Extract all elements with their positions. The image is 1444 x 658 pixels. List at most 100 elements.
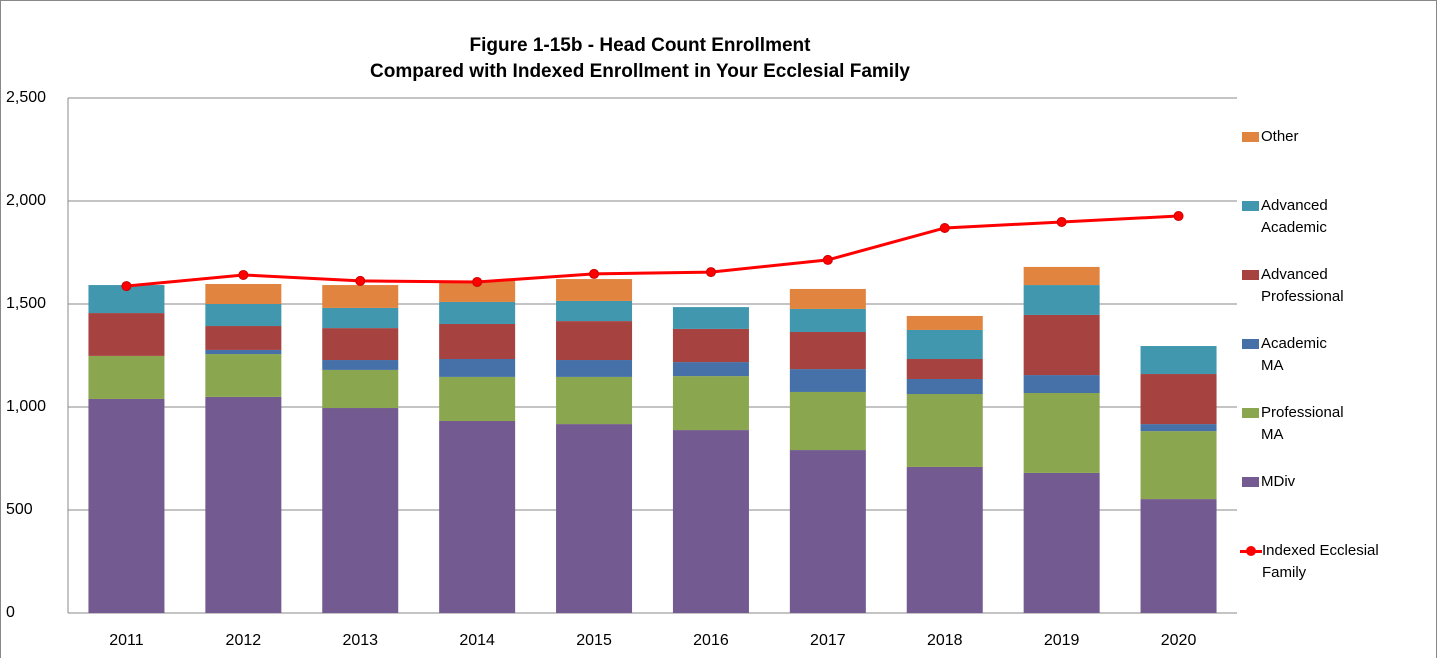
bar [205, 396, 282, 613]
bar [439, 301, 516, 324]
bar [439, 280, 516, 302]
line-marker [939, 222, 950, 233]
bar [906, 466, 983, 613]
legend-swatch [1242, 477, 1259, 487]
bar [322, 369, 399, 409]
bar [672, 307, 749, 329]
line-marker [822, 254, 833, 265]
bar [205, 354, 282, 397]
line-marker [1056, 217, 1067, 228]
line-marker [121, 281, 132, 292]
line-marker [355, 275, 366, 286]
bar [556, 376, 633, 425]
legend-item: Other [1242, 126, 1341, 148]
bar [672, 362, 749, 377]
bar [1140, 499, 1217, 613]
bar [322, 328, 399, 361]
x-tick-label: 2018 [927, 632, 963, 649]
line-marker [238, 269, 249, 280]
bar [1023, 266, 1100, 286]
x-tick-label: 2013 [342, 632, 378, 649]
x-tick-label: 2015 [576, 632, 612, 649]
x-tick-label: 2020 [1161, 632, 1197, 649]
x-tick-label: 2014 [459, 632, 495, 649]
chart-subtitle: Compared with Indexed Enrollment in Your… [370, 61, 910, 82]
legend-item: Professional MA [1242, 402, 1344, 446]
y-tick-label: 2,000 [6, 192, 46, 209]
bar [322, 285, 399, 308]
legend-item: MDiv [1242, 471, 1341, 493]
bar [322, 360, 399, 370]
y-tick-label: 0 [6, 604, 15, 621]
line-marker [472, 276, 483, 287]
bar [1023, 285, 1100, 315]
bar [439, 376, 516, 422]
y-tick-label: 1,000 [6, 398, 46, 415]
bar [322, 408, 399, 613]
bar [1140, 431, 1217, 500]
legend-label: Other [1261, 128, 1299, 145]
bar [906, 315, 983, 330]
bar [205, 304, 282, 327]
bar [322, 307, 399, 329]
bar [1023, 375, 1100, 393]
legend-label: Advanced Professional [1261, 266, 1344, 305]
bar [789, 288, 866, 309]
bar [906, 359, 983, 379]
bar [556, 360, 633, 377]
bar [439, 323, 516, 360]
bar [906, 329, 983, 360]
line-marker [705, 267, 716, 278]
legend-label: Indexed Ecclesial Family [1262, 542, 1379, 581]
bar [1140, 424, 1217, 432]
bar [906, 378, 983, 395]
x-tick-label: 2019 [1044, 632, 1080, 649]
bar [556, 279, 633, 301]
bar [1140, 374, 1217, 425]
bar [1023, 314, 1100, 376]
bar [789, 450, 866, 613]
x-tick-label: 2017 [810, 632, 846, 649]
x-tick-label: 2011 [109, 632, 144, 649]
legend-swatch [1242, 201, 1259, 211]
bar [1023, 472, 1100, 613]
y-tick-label: 2,500 [6, 89, 46, 106]
line-marker [1173, 211, 1184, 222]
y-tick-label: 1,500 [6, 295, 46, 312]
bar [789, 369, 866, 392]
bar [439, 359, 516, 377]
bar [906, 394, 983, 467]
legend-label: Professional MA [1261, 404, 1344, 443]
line [126, 214, 1179, 288]
legend-item: Advanced Academic [1242, 195, 1341, 239]
bar [88, 313, 165, 356]
legend-swatch [1242, 132, 1259, 142]
legend-item: Advanced Professional [1242, 264, 1344, 308]
bar [439, 421, 516, 613]
legend-label: Academic MA [1261, 335, 1327, 374]
bar [88, 355, 165, 399]
bar [672, 430, 749, 613]
line-marker [589, 268, 600, 279]
legend-swatch [1242, 339, 1259, 349]
bar [789, 308, 866, 333]
bar [789, 391, 866, 451]
bar [556, 424, 633, 613]
legend-label: MDiv [1261, 473, 1296, 490]
legend-swatch [1242, 408, 1259, 418]
bar [672, 328, 749, 363]
legend-label: Advanced Academic [1261, 197, 1328, 236]
legend-swatch [1242, 270, 1259, 280]
x-tick-label: 2016 [693, 632, 729, 649]
bar [205, 284, 282, 304]
bar [556, 300, 633, 322]
bar [88, 398, 165, 613]
bar [672, 376, 749, 431]
chart-title: Figure 1-15b - Head Count Enrollment [470, 35, 812, 56]
legend-swatch [1240, 540, 1262, 562]
bar [205, 349, 282, 355]
bar [556, 321, 633, 361]
